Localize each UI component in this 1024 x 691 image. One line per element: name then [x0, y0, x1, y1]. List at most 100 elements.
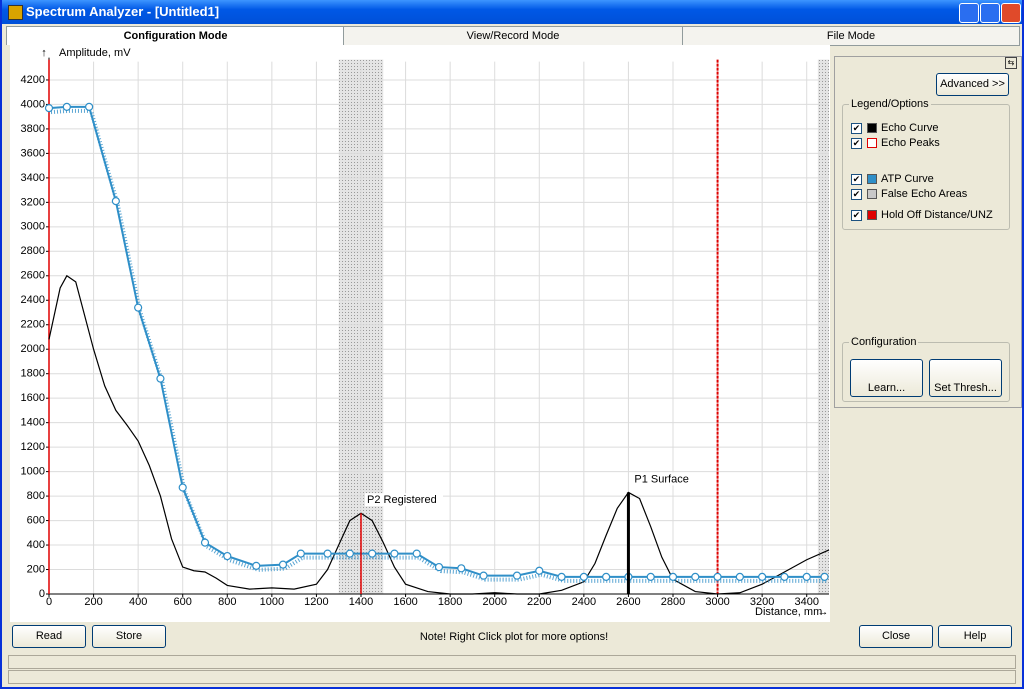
atp-point	[412, 549, 421, 558]
close-window-button[interactable]	[1001, 3, 1021, 23]
atp-point	[434, 562, 444, 572]
atp-point	[579, 572, 588, 581]
y-tick-label: 200	[27, 563, 45, 575]
group-title: Legend/Options	[849, 98, 931, 110]
atp-point	[368, 549, 377, 558]
x-axis-arrow: →	[818, 606, 829, 618]
y-tick-label: 400	[27, 539, 45, 551]
y-tick-label: 0	[39, 588, 45, 600]
atp-point	[735, 572, 744, 581]
peak-label-bg	[632, 472, 711, 486]
tab[interactable]: Configuration Mode	[6, 26, 345, 45]
legend-item[interactable]: ✔ Echo Curve	[851, 122, 939, 134]
legend-text: ATP Curve	[881, 173, 934, 185]
legend-swatch	[867, 138, 877, 149]
atp-point	[691, 572, 700, 581]
x-tick-label: 3000	[705, 596, 729, 608]
atp-point	[44, 104, 54, 113]
atp-point	[345, 549, 354, 558]
legend-item[interactable]: ✔ Echo Peaks	[851, 137, 940, 149]
y-tick-label: 3800	[21, 123, 45, 135]
atp-point	[780, 572, 789, 581]
legend-item[interactable]: ✔ False Echo Areas	[851, 188, 968, 200]
legend-item[interactable]: ✔ ATP Curve	[851, 173, 934, 185]
x-tick-label: 2800	[661, 596, 685, 608]
title-bar: Spectrum Analyzer - [Untitled1]	[2, 0, 1022, 24]
atp-point	[390, 549, 399, 558]
atp-point	[178, 483, 187, 492]
atp-point	[111, 197, 120, 206]
legend-swatch	[867, 189, 877, 200]
x-tick-label: 2000	[482, 596, 506, 608]
atp-point	[156, 374, 165, 383]
x-tick-label: 1000	[260, 596, 284, 608]
atp-point	[646, 572, 655, 581]
atp-point	[820, 572, 829, 581]
x-tick-label: 2400	[572, 596, 596, 608]
tab[interactable]: File Mode	[682, 26, 1020, 46]
set-thresh-button[interactable]: Set Thresh...	[929, 359, 1002, 397]
minimize-button[interactable]	[959, 3, 979, 23]
close-button[interactable]: Close	[859, 625, 933, 648]
x-tick-label: 1200	[304, 596, 328, 608]
y-tick-label: 1200	[21, 441, 45, 453]
y-tick-label: 600	[27, 514, 45, 526]
peak-label: P2 Registered	[367, 494, 437, 506]
group-title: Configuration	[849, 336, 919, 348]
atp-point	[223, 551, 232, 561]
atp-point	[535, 566, 544, 575]
atp-point	[457, 564, 466, 573]
x-tick-label: 600	[174, 596, 192, 608]
legend-group: Legend/Options ✔ Echo Curve ✔ Echo Peaks ✔…	[842, 98, 1010, 230]
y-tick-label: 4200	[21, 74, 45, 86]
learn-button[interactable]: Learn...	[850, 359, 923, 397]
series-line	[48, 274, 830, 595]
x-tick-label: 2200	[527, 596, 551, 608]
legend-text: False Echo Areas	[881, 188, 968, 200]
legend-swatch	[867, 123, 877, 134]
status-bar	[8, 670, 1016, 684]
false-echo-area	[817, 59, 829, 595]
atp-point	[296, 549, 305, 558]
legend-item[interactable]: ✔ Hold Off Distance/UNZ	[851, 209, 993, 221]
x-tick-label: 400	[129, 596, 147, 608]
legend-swatch	[867, 174, 877, 185]
y-tick-label: 2200	[21, 319, 45, 331]
atp-point	[557, 572, 566, 581]
x-tick-label: 200	[84, 596, 102, 608]
atp-point	[85, 102, 94, 111]
y-tick-label: 3200	[21, 196, 45, 208]
atp-hatch	[50, 108, 827, 583]
note: Note! Right Click plot for more options!	[419, 631, 609, 643]
atp-point	[134, 303, 143, 312]
x-axis-label: Distance, mm	[755, 606, 822, 618]
help-button[interactable]: Help	[938, 625, 1012, 648]
status-bar	[8, 655, 1016, 669]
y-tick-label: 3400	[21, 172, 45, 184]
right-panel: ⇆ Advanced >> Legend/Options ✔ Echo Curve…	[834, 56, 1022, 408]
atp-point	[62, 102, 71, 111]
y-tick-label: 1600	[21, 392, 45, 404]
atp-point	[252, 561, 261, 570]
legend-text: Echo Curve	[881, 122, 939, 134]
panel-toggle[interactable]: ⇆	[1005, 57, 1017, 69]
plot-background	[10, 45, 830, 622]
y-tick-label: 2800	[21, 245, 45, 257]
x-tick-label: 1800	[438, 596, 462, 608]
read-button[interactable]: Read	[12, 625, 86, 648]
y-tick-label: 3600	[21, 147, 45, 159]
legend-text: Hold Off Distance/UNZ	[881, 209, 993, 221]
legend-text: Echo Peaks	[881, 137, 940, 149]
x-tick-label: 1600	[393, 596, 417, 608]
y-tick-label: 1400	[21, 417, 45, 429]
maximize-button[interactable]	[980, 3, 1000, 23]
store-button[interactable]: Store	[92, 625, 166, 648]
config-group: Configuration Learn... Set Thresh...	[842, 336, 1010, 402]
advanced-button[interactable]: Advanced >>	[936, 73, 1009, 96]
atp-point	[802, 572, 811, 581]
window-title: Spectrum Analyzer - [Untitled1]	[26, 4, 220, 19]
atp-point	[479, 571, 488, 580]
app-icon	[8, 5, 23, 20]
